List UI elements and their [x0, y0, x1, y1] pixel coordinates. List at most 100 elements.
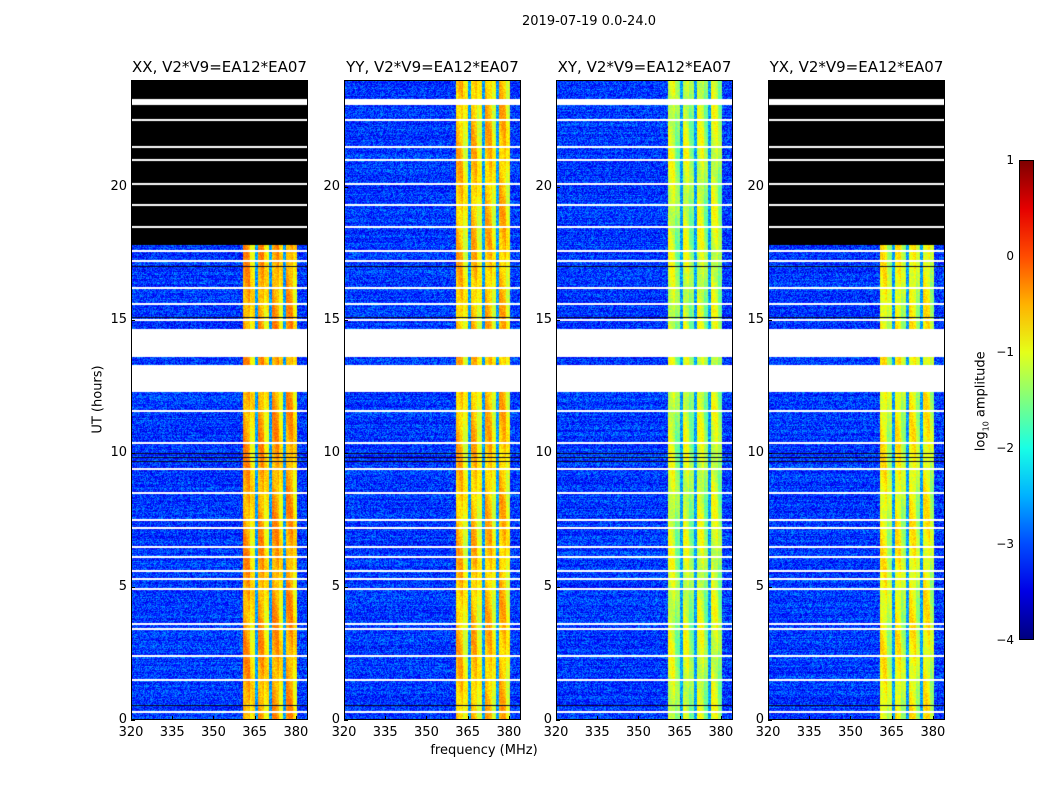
y-tick — [131, 453, 135, 455]
x-tick — [213, 716, 215, 720]
y-axis-label: UT (hours) — [90, 365, 106, 434]
colorbar-tick-label: −2 — [996, 441, 1014, 455]
y-tick — [131, 720, 135, 721]
x-tick-label: 350 — [201, 725, 226, 740]
x-tick — [508, 716, 510, 720]
colorbar-tick-label: −1 — [996, 345, 1014, 359]
x-tick — [768, 716, 769, 720]
waterfall-panel-1: XX, V2*V9=EA12*EA07 0 5 10 15 20 320 335 350 365 3… — [110, 58, 308, 740]
heatmap-image — [556, 80, 733, 720]
axes-frame — [131, 80, 308, 720]
panel-title: XY, V2*V9=EA12*EA07 — [557, 58, 732, 76]
x-tick — [344, 716, 345, 720]
y-tick-label: 0 — [755, 712, 764, 727]
x-tick — [679, 716, 681, 720]
panel-title: YX, V2*V9=EA12*EA07 — [769, 58, 944, 76]
y-tick-label: 15 — [747, 312, 764, 327]
x-tick-label: 365 — [879, 725, 905, 740]
y-tick — [344, 320, 348, 321]
x-tick-label: 335 — [796, 725, 822, 740]
y-tick-label: 10 — [747, 445, 764, 461]
x-tick-label: 335 — [159, 725, 185, 740]
x-tick — [385, 716, 387, 720]
waterfall-panel-3: XY, V2*V9=EA12*EA07 0 5 10 15 20 320 335 350 365 3… — [535, 58, 733, 740]
y-tick-label: 5 — [755, 578, 764, 594]
y-tick — [344, 586, 348, 588]
x-tick — [556, 716, 557, 720]
x-tick — [467, 716, 469, 720]
y-tick-label: 5 — [543, 578, 552, 594]
heatmap-image — [131, 80, 308, 720]
y-tick — [131, 320, 135, 321]
colorbar-tick-label: 0 — [1006, 249, 1014, 263]
x-tick-label: 350 — [414, 725, 439, 740]
x-tick-label: 320 — [118, 725, 144, 740]
x-tick-label: 335 — [584, 725, 610, 740]
colorbar-tick-label: 1 — [1006, 153, 1014, 167]
y-tick-label: 5 — [331, 578, 340, 594]
y-tick-label: 20 — [535, 178, 552, 194]
heatmap-image — [344, 80, 521, 720]
x-tick — [720, 716, 722, 720]
y-tick-label: 0 — [331, 712, 340, 727]
x-tick — [131, 716, 132, 720]
y-tick — [344, 453, 348, 455]
x-tick — [638, 716, 640, 720]
y-tick — [556, 320, 560, 321]
x-axis-label: frequency (MHz) — [430, 743, 538, 758]
y-tick-label: 20 — [747, 178, 764, 194]
y-tick — [768, 186, 772, 188]
x-tick-label: 365 — [667, 725, 693, 740]
x-tick — [172, 716, 174, 720]
x-tick — [254, 716, 256, 720]
figure-title: 2019-07-19 0.0-24.0 — [522, 14, 656, 29]
y-tick-label: 15 — [535, 312, 552, 327]
y-tick — [768, 720, 772, 721]
y-tick-label: 20 — [323, 178, 340, 194]
heatmap-image — [768, 80, 945, 720]
y-tick — [344, 186, 348, 188]
y-tick — [344, 720, 348, 721]
x-tick-label: 365 — [242, 725, 268, 740]
waterfall-panel-2: YY, V2*V9=EA12*EA07 0 5 10 15 20 320 335 350 365 3… — [323, 58, 521, 740]
x-tick-label: 320 — [755, 725, 781, 740]
axes-frame — [768, 80, 945, 720]
y-tick-label: 10 — [535, 445, 552, 461]
panel-title: XX, V2*V9=EA12*EA07 — [132, 58, 307, 76]
y-tick — [131, 186, 135, 188]
x-tick-label: 380 — [283, 725, 309, 740]
y-tick-label: 15 — [323, 312, 340, 327]
panel-title: YY, V2*V9=EA12*EA07 — [346, 58, 519, 76]
y-tick-label: 5 — [118, 578, 127, 594]
axes-frame — [344, 80, 521, 720]
waterfall-panel-4: YX, V2*V9=EA12*EA07 0 5 10 15 20 320 335 350 365 3… — [747, 58, 945, 740]
y-tick-label: 10 — [323, 445, 340, 461]
y-tick — [556, 586, 560, 588]
x-tick-label: 365 — [455, 725, 481, 740]
colorbar-label: log10 amplitude — [973, 351, 991, 452]
x-tick — [932, 716, 934, 720]
x-tick-label: 380 — [496, 725, 522, 740]
colorbar — [1019, 160, 1034, 640]
x-tick-label: 380 — [708, 725, 734, 740]
x-tick-label: 350 — [626, 725, 651, 740]
y-tick — [131, 586, 135, 588]
y-tick — [768, 453, 772, 455]
x-tick — [295, 716, 297, 720]
x-tick — [891, 716, 893, 720]
x-tick — [597, 716, 599, 720]
y-tick-label: 15 — [110, 312, 127, 327]
x-tick-label: 350 — [838, 725, 863, 740]
x-tick-label: 335 — [372, 725, 398, 740]
x-tick-label: 380 — [920, 725, 946, 740]
y-tick-label: 0 — [543, 712, 552, 727]
x-tick-label: 320 — [331, 725, 357, 740]
y-tick-label: 0 — [118, 712, 127, 727]
y-tick — [768, 586, 772, 588]
y-tick — [768, 320, 772, 321]
x-tick — [426, 716, 428, 720]
axes-frame — [556, 80, 733, 720]
colorbar-tick-label: −4 — [996, 633, 1014, 647]
y-tick — [556, 186, 560, 188]
